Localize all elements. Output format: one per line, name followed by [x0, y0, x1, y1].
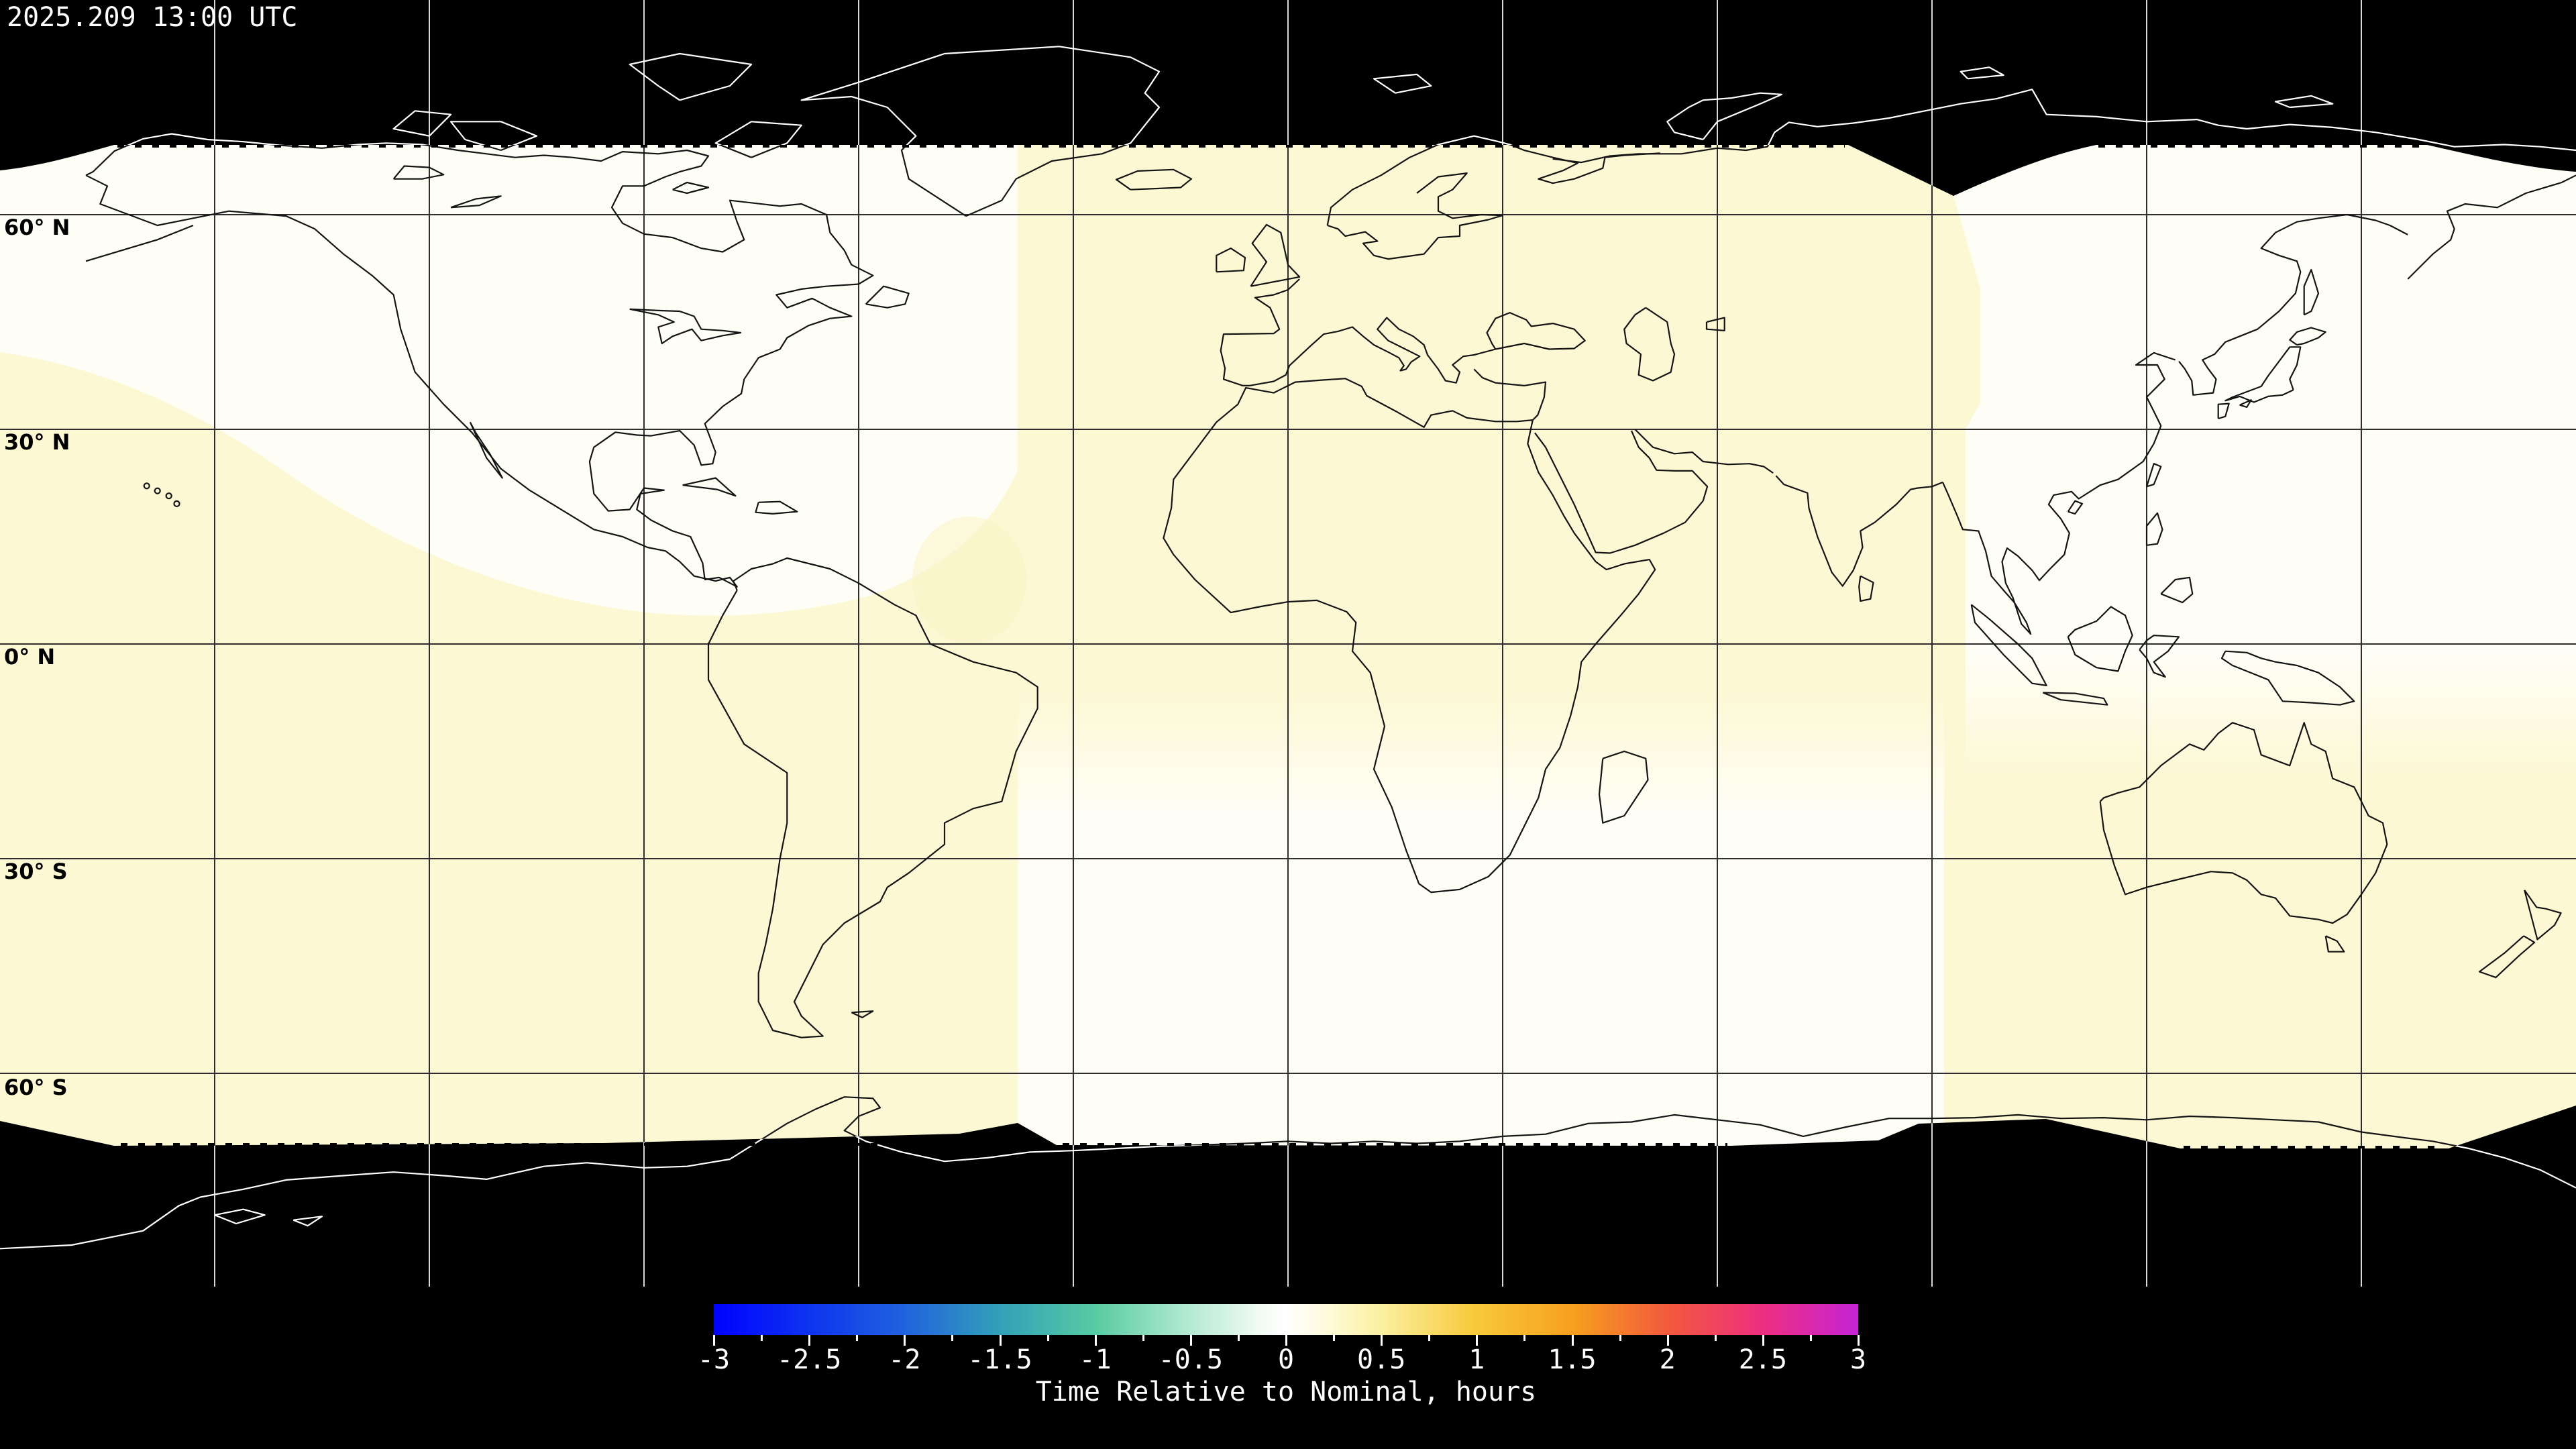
- colorbar-tick: [1142, 1335, 1144, 1341]
- colorbar-gradient: [714, 1304, 1858, 1335]
- colorbar-tick: [1523, 1335, 1526, 1341]
- colorbar-tick-label: 0: [1277, 1344, 1295, 1375]
- colorbar-tick: [904, 1335, 906, 1346]
- latitude-label-30n: 30° N: [4, 429, 70, 455]
- colorbar-tick: [951, 1335, 954, 1341]
- graticule: [0, 0, 2576, 1287]
- colorbar-tick: [808, 1335, 811, 1346]
- colorbar-tick-label: -3: [697, 1344, 731, 1375]
- colorbar-tick: [761, 1335, 763, 1341]
- latitude-label-30s: 30° S: [4, 859, 68, 884]
- colorbar-tick: [1428, 1335, 1431, 1341]
- colorbar-tick: [1381, 1335, 1383, 1346]
- colorbar-tick: [1189, 1335, 1192, 1346]
- data-region-nominal-fills: [0, 144, 2576, 1148]
- colorbar-ticks: [713, 1335, 1860, 1348]
- colorbar-tick: [1858, 1335, 1860, 1346]
- colorbar-tick: [1476, 1335, 1479, 1346]
- colorbar-tick: [1094, 1335, 1097, 1346]
- colorbar-tick-label: -2: [888, 1344, 921, 1375]
- map-canvas: [0, 0, 2576, 1288]
- colorbar-tick-label: -2.5: [776, 1344, 842, 1375]
- colorbar-tick-label: 2: [1659, 1344, 1676, 1375]
- swath-edge-dashes: [117, 145, 2445, 1148]
- colorbar-tick: [1571, 1335, 1574, 1346]
- colorbar-tick: [1666, 1335, 1669, 1346]
- colorbar-tick: [713, 1335, 715, 1346]
- colorbar-tick-label: 1: [1468, 1344, 1485, 1375]
- world-map: [0, 0, 2576, 1288]
- latitude-label-0n: 0° N: [4, 644, 56, 669]
- colorbar-tick: [1046, 1335, 1049, 1341]
- colorbar-tick: [1619, 1335, 1621, 1341]
- colorbar-tick: [1285, 1335, 1287, 1346]
- colorbar-tick-label: 2.5: [1738, 1344, 1787, 1375]
- colorbar-tick-label: 3: [1849, 1344, 1867, 1375]
- atlantic-faint-anomaly: [912, 517, 1026, 644]
- latitude-label-60s: 60° S: [4, 1075, 68, 1100]
- colorbar-tick: [1333, 1335, 1336, 1341]
- colorbar-tick: [1714, 1335, 1717, 1341]
- latitude-label-60n: 60° N: [4, 215, 70, 240]
- colorbar-tick-label: -0.5: [1158, 1344, 1223, 1375]
- colorbar-tick: [856, 1335, 859, 1341]
- colorbar-tick-label: -1.5: [967, 1344, 1032, 1375]
- colorbar-tick-label: 1.5: [1548, 1344, 1597, 1375]
- colorbar-tick-label: 0.5: [1357, 1344, 1406, 1375]
- timestamp-label: 2025.209 13:00 UTC: [7, 2, 298, 33]
- colorbar-tick-label: -1: [1079, 1344, 1112, 1375]
- colorbar-caption: Time Relative to Nominal, hours: [1035, 1377, 1537, 1407]
- colorbar-tick: [1762, 1335, 1764, 1346]
- colorbar-tick: [1237, 1335, 1240, 1341]
- colorbar-tick: [999, 1335, 1002, 1346]
- colorbar-tick: [1809, 1335, 1812, 1341]
